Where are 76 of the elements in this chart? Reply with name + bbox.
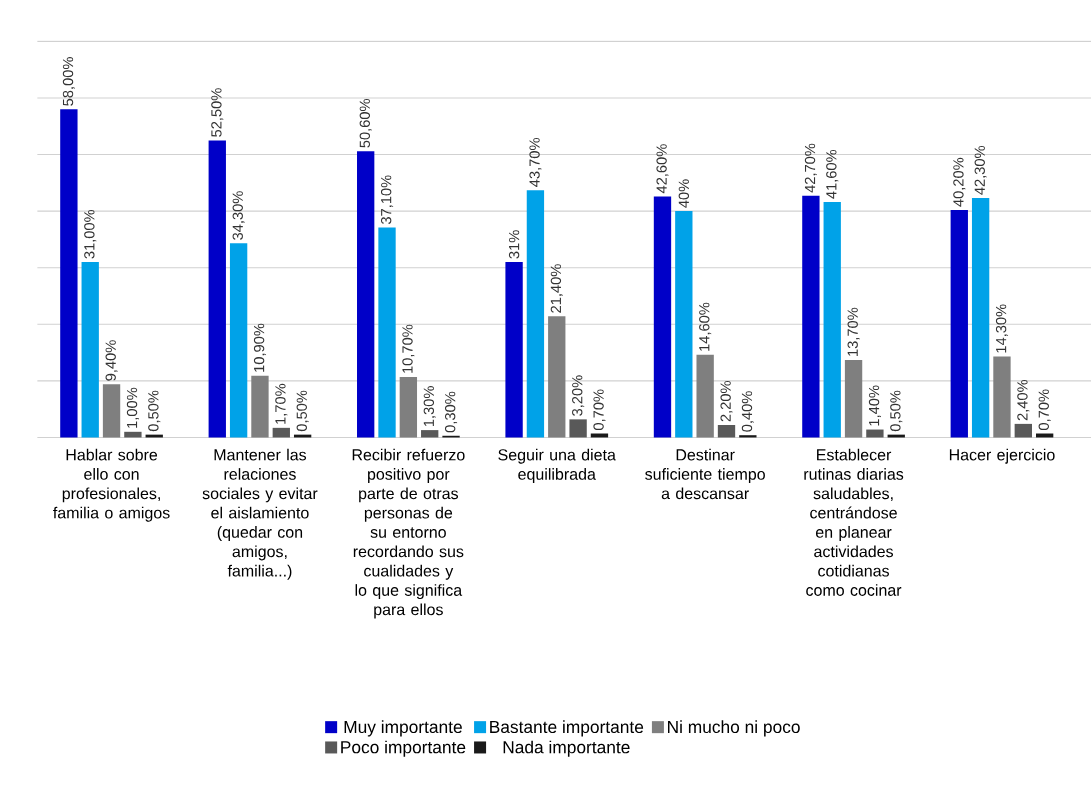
bar: [971, 198, 990, 438]
x-tick-label: Hablar sobre ello con profesionales, familia o amigos: [53, 448, 170, 522]
data-label: 52,50%: [211, 88, 224, 137]
data-label: 2,20%: [720, 380, 733, 422]
data-label: 43,70%: [529, 137, 542, 187]
bar: [505, 261, 523, 438]
bar: [229, 243, 248, 438]
data-label: 21,40%: [550, 264, 563, 313]
bar: [399, 376, 418, 438]
bar: [548, 316, 566, 438]
bar: [823, 201, 841, 438]
bar: [866, 429, 884, 438]
bar: [421, 430, 439, 438]
legend-label: Bastante importante: [490, 720, 644, 737]
bar: [102, 384, 121, 438]
data-label: 14,60%: [699, 302, 712, 351]
data-label: 1,40%: [868, 385, 881, 426]
legend-label: Nada importante: [503, 740, 630, 757]
bar: [124, 431, 142, 438]
bar: [802, 195, 820, 438]
data-label: 0,70%: [593, 389, 606, 430]
data-label: 0,50%: [148, 390, 161, 432]
bar: [653, 196, 672, 438]
data-label: 14,30%: [995, 304, 1009, 353]
x-tick-label: Seguir una dieta equilibrada: [498, 448, 616, 483]
data-label: 50,60%: [359, 98, 372, 148]
data-label: 42,60%: [656, 144, 669, 194]
data-label: 0,50%: [296, 390, 309, 432]
bar: [81, 261, 99, 438]
bar: [378, 227, 396, 438]
x-tick-label: Establecer rutinas diarias saludables, centrándose en planear actividades cotidianas como cocinar: [804, 448, 904, 596]
bar: [1014, 423, 1032, 438]
data-label: 2,40%: [1017, 379, 1030, 421]
bar: [717, 424, 736, 438]
bar: [357, 151, 375, 438]
data-label: 0,30%: [444, 391, 458, 433]
bar: [208, 140, 226, 438]
data-label: 40%: [678, 179, 690, 208]
bar: [526, 190, 545, 438]
data-label: 0,50%: [890, 390, 903, 432]
bar: [993, 356, 1011, 438]
data-label: 37,10%: [380, 175, 394, 224]
bar: [569, 419, 587, 438]
data-label: 31,00%: [84, 209, 97, 259]
data-label: 1,00%: [126, 387, 139, 428]
data-label: 31%: [508, 230, 520, 259]
bar: [950, 209, 968, 438]
data-label: 0,70%: [1038, 389, 1051, 430]
data-label: 0,40%: [741, 391, 754, 432]
data-label: 1,30%: [423, 386, 436, 426]
data-label: 3,20%: [572, 375, 585, 416]
data-label: 10,90%: [253, 323, 267, 372]
x-tick-label: Destinar suficiente tiempo a descansar: [645, 448, 765, 500]
bar: [696, 354, 714, 438]
data-label: 40,20%: [953, 157, 966, 207]
data-label: 9,40%: [105, 340, 118, 381]
bar: [739, 435, 757, 438]
category-label: Recibir refuerzo positivo por parte de otras personas de su entorno recordando sus cualidades y lo que significa para ellos: [352, 448, 465, 619]
data-label: 58,00%: [62, 57, 75, 106]
bar: [251, 375, 269, 438]
x-tick-label: Mantener las relaciones sociales y evitar el aislamiento (quedar con amigos, familia...): [202, 448, 318, 580]
data-label: 10,70%: [402, 324, 415, 373]
bar: [675, 211, 693, 438]
data-label: 42,30%: [974, 145, 987, 195]
bar: [60, 109, 78, 438]
legend-label: Poco importante: [341, 740, 466, 757]
legend-label: Muy importante: [344, 720, 462, 737]
data-label: 13,70%: [847, 307, 860, 356]
x-tick-label: Hacer ejercicio: [949, 448, 1055, 464]
legend-label: Ni mucho ni poco: [668, 720, 800, 737]
data-label: 41,60%: [826, 149, 839, 199]
bar: [844, 359, 863, 438]
data-label: 34,30%: [232, 191, 245, 240]
data-label: 42,70%: [804, 143, 817, 193]
data-label: 1,70%: [275, 383, 288, 424]
bar: [272, 427, 290, 438]
